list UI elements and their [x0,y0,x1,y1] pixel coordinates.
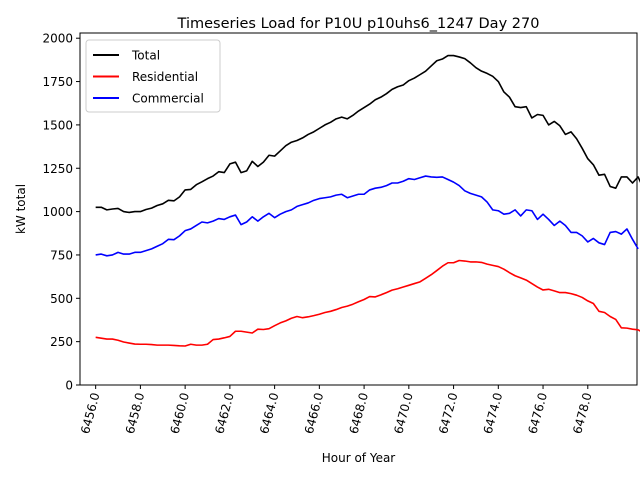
y-tick-label: 2000 [42,32,73,46]
x-tick-label: 6458.0 [123,391,147,435]
y-tick-label: 1500 [42,118,73,132]
legend-box [85,39,221,113]
x-tick-label: 6464.0 [257,391,281,435]
x-tick-label: 6468.0 [347,391,371,435]
x-tick-label: 6462.0 [212,391,236,435]
chart-title: Timeseries Load for P10U p10uhs6_1247 Da… [177,16,540,32]
x-tick-label: 6470.0 [391,391,415,435]
x-tick-label: 6476.0 [526,391,550,435]
x-tick-label: 6460.0 [168,391,192,435]
legend-label-commercial: Commercial [132,92,204,106]
y-axis-label: kW total [14,184,28,234]
series-line-residential [95,259,640,347]
x-tick-label: 6472.0 [436,391,460,435]
x-tick-label: 6466.0 [302,391,326,435]
x-tick-label: 6456.0 [78,391,102,435]
y-tick-label: 250 [50,335,73,349]
y-tick-label: 750 [50,248,73,262]
legend: Total Residential Commercial [85,39,221,113]
y-tick-label: 1750 [42,75,73,89]
series-line-commercial [95,175,639,257]
y-tick-label: 0 [65,379,73,393]
x-tick-label: 6478.0 [570,391,594,435]
series-layer [95,54,640,347]
series-line-total [95,54,640,214]
legend-label-residential: Residential [132,70,198,84]
x-axis-label: Hour of Year [322,451,396,465]
y-tick-label: 1250 [42,162,73,176]
y-tick-label: 500 [50,292,73,306]
y-tick-label: 1000 [42,205,73,219]
legend-label-total: Total [131,49,160,63]
x-tick-label: 6474.0 [481,391,505,435]
